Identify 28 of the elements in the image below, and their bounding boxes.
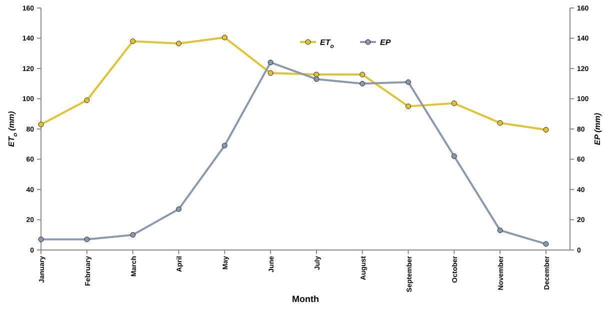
point bbox=[497, 120, 503, 126]
point bbox=[38, 122, 44, 128]
point bbox=[222, 34, 228, 40]
point bbox=[222, 142, 228, 148]
point bbox=[84, 98, 90, 104]
point bbox=[176, 206, 182, 212]
point bbox=[176, 40, 182, 46]
point bbox=[314, 76, 320, 82]
y2-axis-title: EP (mm) bbox=[593, 112, 602, 146]
point bbox=[406, 104, 412, 110]
point bbox=[406, 79, 412, 85]
point bbox=[360, 80, 366, 86]
point bbox=[543, 241, 549, 247]
legend-label: EP bbox=[380, 38, 392, 47]
point bbox=[314, 72, 320, 78]
x-axis-title: Month bbox=[292, 294, 319, 304]
point bbox=[543, 127, 549, 133]
legend-label: ET$_{o}$ bbox=[320, 38, 334, 50]
point bbox=[84, 236, 90, 242]
point bbox=[130, 38, 136, 44]
point bbox=[497, 228, 503, 234]
point bbox=[360, 72, 366, 78]
point bbox=[268, 70, 274, 76]
point bbox=[38, 236, 44, 242]
point bbox=[130, 232, 136, 238]
point bbox=[268, 60, 274, 66]
point bbox=[451, 153, 457, 159]
point bbox=[451, 100, 457, 106]
